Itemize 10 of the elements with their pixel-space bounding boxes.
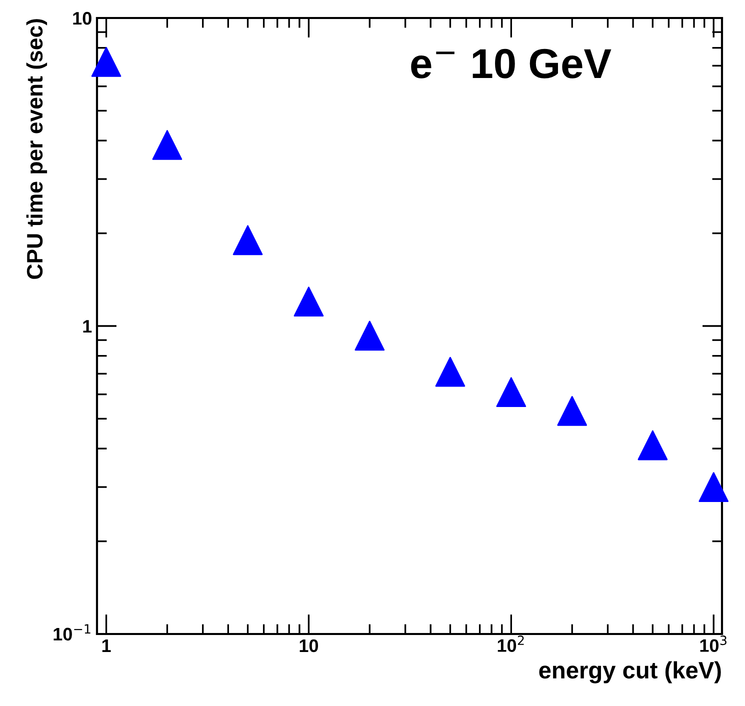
annotation: e$^{−}$ 10 GeV [411, 48, 612, 78]
y-tick-label: 1 [83, 320, 92, 333]
x-tick-label: 10$^{3}$ [700, 636, 726, 652]
x-tick-label: 10 [300, 639, 318, 652]
x-tick-label: 10$^{2}$ [498, 636, 524, 652]
x-axis-title: energy cut (keV) [539, 661, 721, 684]
y-tick-label: 10 [73, 12, 92, 25]
y-axis-title: CPU time per event (sec) [26, 19, 48, 279]
x-tick-label: 1 [102, 640, 111, 652]
y-tick-label: 10$^{−1}$ [54, 624, 90, 641]
